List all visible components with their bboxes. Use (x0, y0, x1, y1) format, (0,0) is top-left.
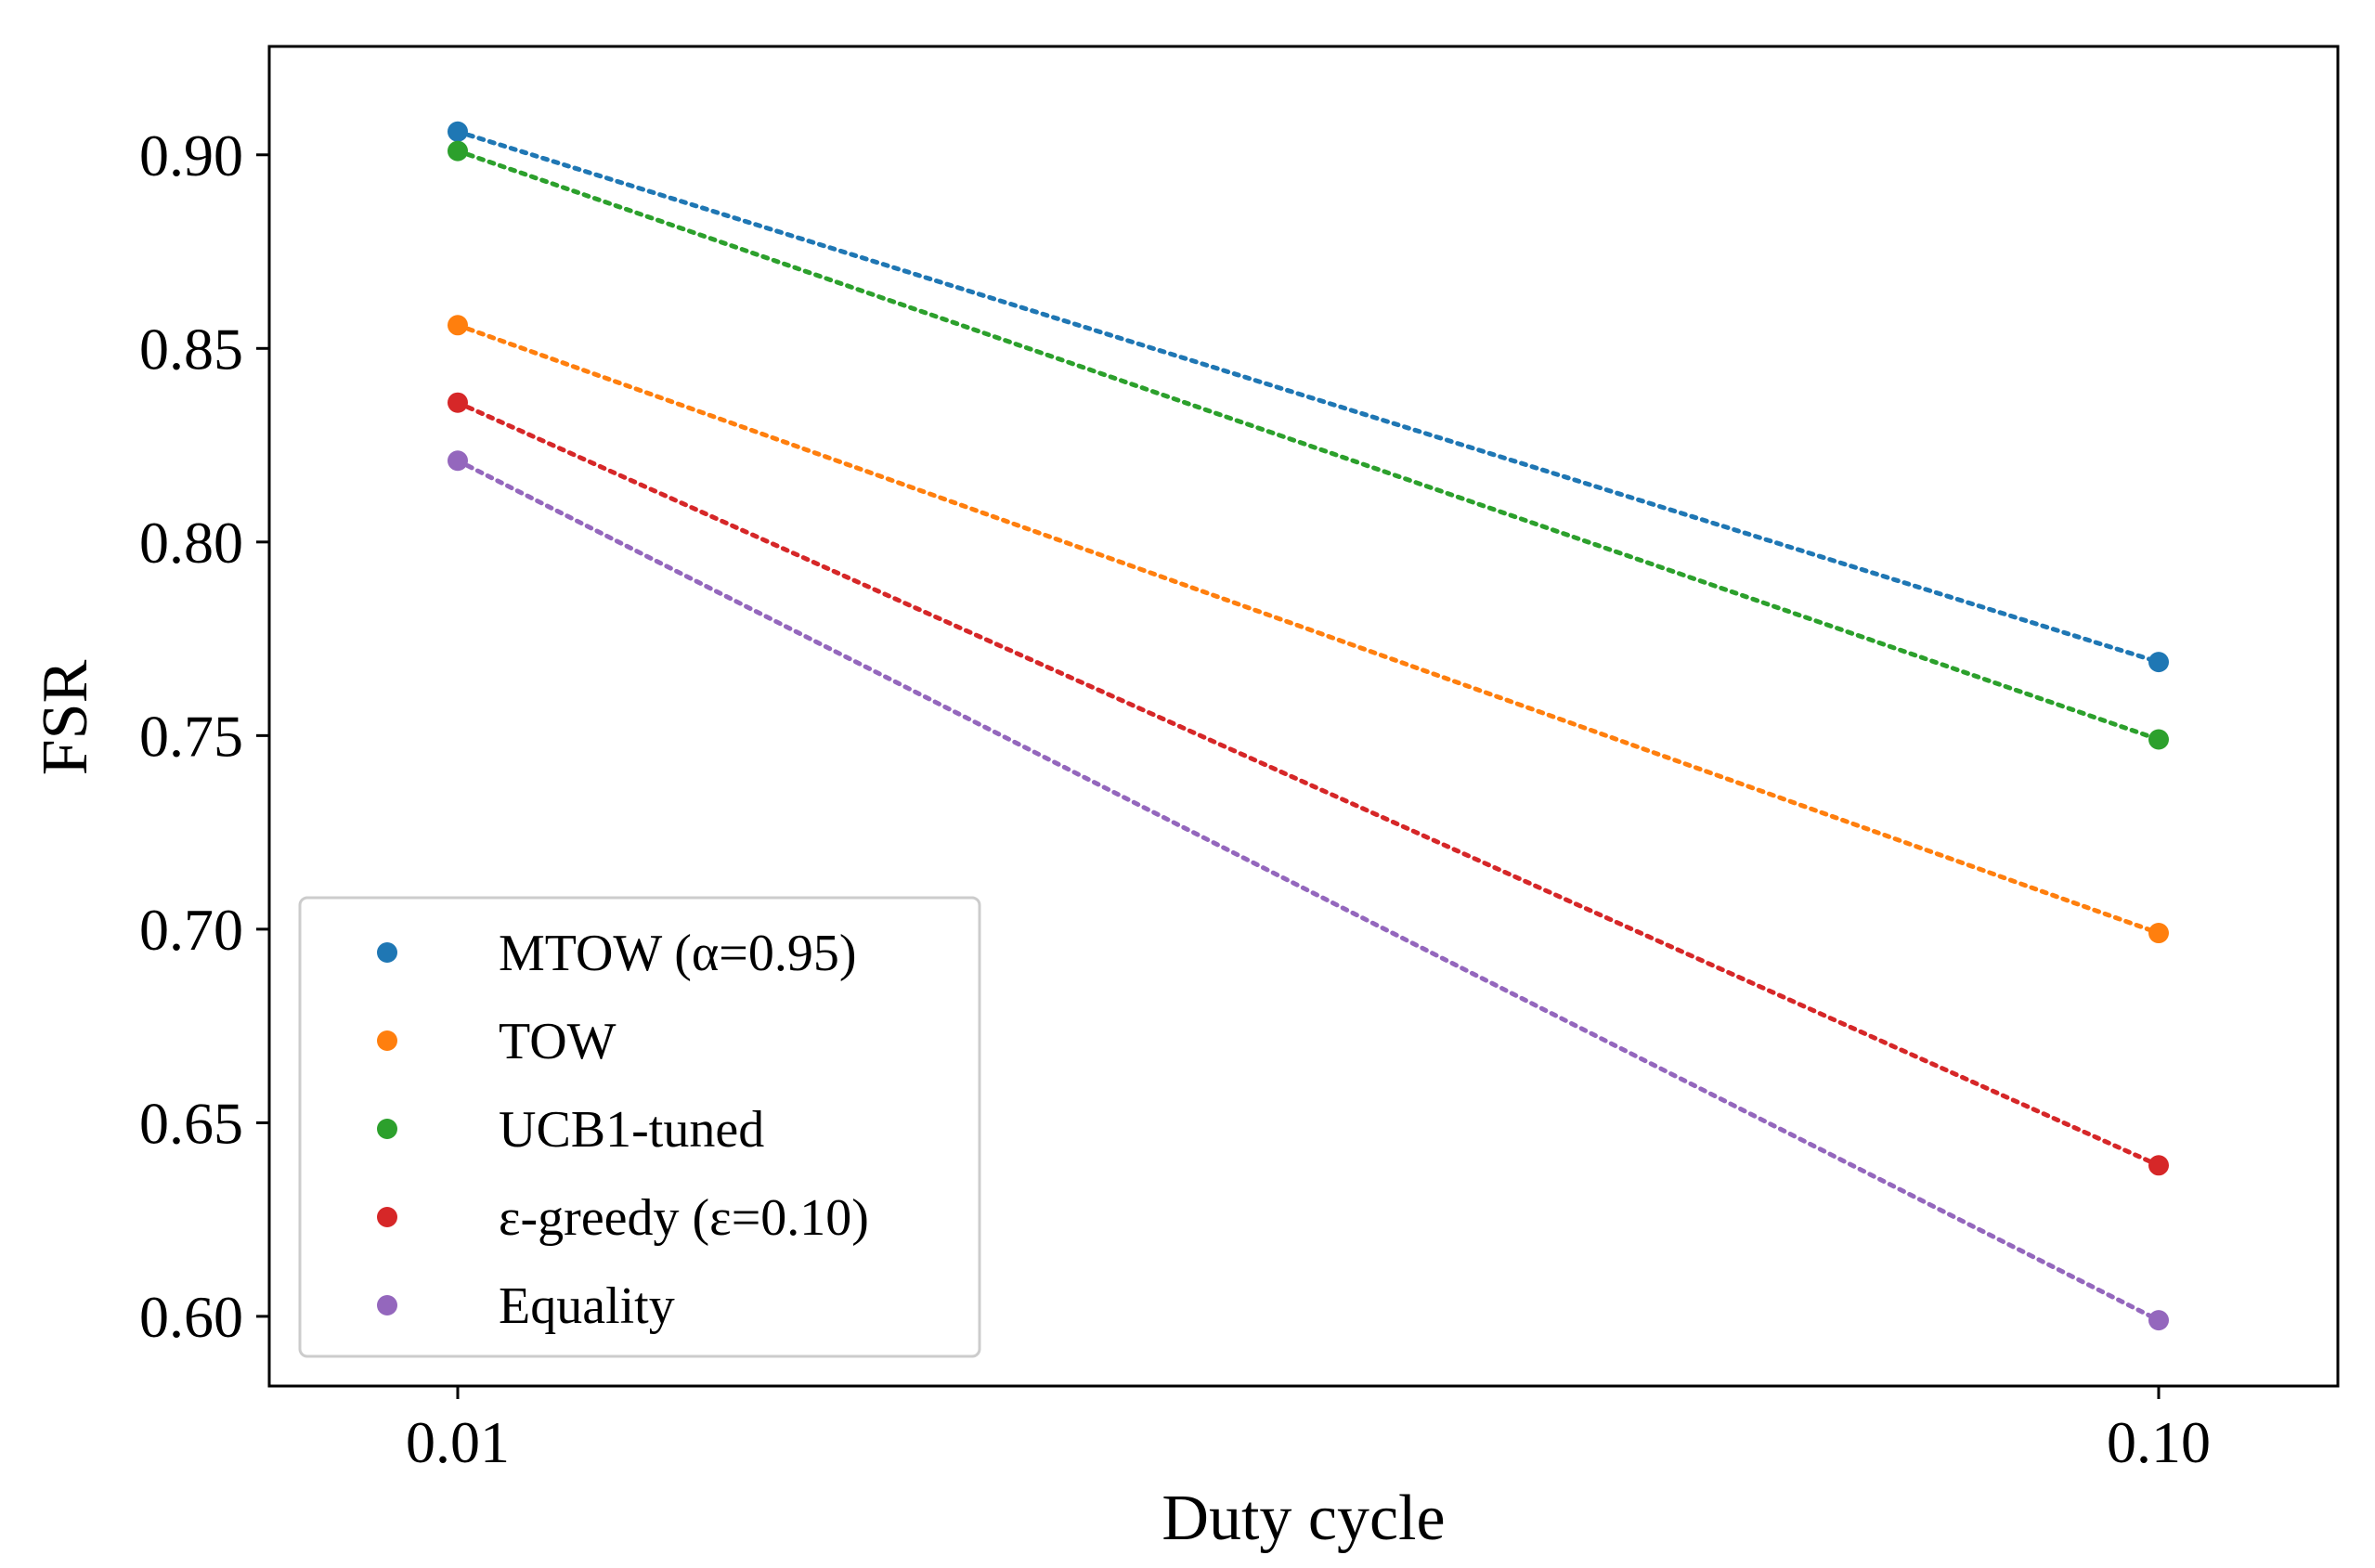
data-point-0-0 (448, 121, 468, 142)
legend-label-1: TOW (499, 1013, 616, 1070)
data-point-1-1 (2148, 923, 2169, 944)
legend-marker-3 (377, 1207, 397, 1227)
data-point-3-0 (448, 392, 468, 413)
legend-frame (298, 896, 981, 1358)
series-line-2 (455, 149, 2161, 743)
y-axis-label: FSR (30, 659, 101, 775)
series-line-1 (455, 322, 2161, 936)
x-axis-label: Duty cycle (1162, 1483, 1445, 1554)
series-line-3 (455, 400, 2161, 1168)
y-axis: 0.60 0.65 0.70 0.75 0.80 0.85 0.90 (139, 123, 269, 1350)
plot-area-frame (267, 45, 2340, 1388)
x-tick-label: 0.10 (2107, 1409, 2211, 1475)
legend-marker-2 (377, 1119, 397, 1139)
series-lines (455, 129, 2161, 1323)
series-points (448, 121, 2169, 1331)
y-tick-label: 0.60 (139, 1284, 243, 1350)
y-tick-label: 0.85 (139, 316, 243, 382)
legend-label-3: ε-greedy (ε=0.10) (499, 1189, 869, 1247)
series-line-4 (455, 458, 2161, 1323)
legend-label-2: UCB1-tuned (499, 1101, 764, 1159)
series-line-0 (455, 129, 2161, 665)
data-point-0-1 (2148, 652, 2169, 673)
legend-label-0: MTOW (α=0.95) (499, 925, 857, 982)
legend-marker-4 (377, 1295, 397, 1315)
y-tick-label: 0.65 (139, 1090, 243, 1156)
y-tick-label: 0.80 (139, 510, 243, 576)
y-tick-label: 0.70 (139, 897, 243, 963)
data-point-3-1 (2148, 1155, 2169, 1176)
legend-marker-1 (377, 1030, 397, 1051)
data-point-1-0 (448, 315, 468, 336)
y-tick-label: 0.75 (139, 703, 243, 769)
x-tick-label: 0.01 (406, 1409, 510, 1475)
legend-marker-0 (377, 942, 397, 963)
data-point-2-0 (448, 140, 468, 162)
data-point-4-0 (448, 450, 468, 472)
legend-label-4: Equality (499, 1277, 675, 1335)
data-point-2-1 (2148, 729, 2169, 750)
y-tick-label: 0.90 (139, 123, 243, 188)
legend: MTOW (α=0.95) TOW UCB1-tuned ε-greedy (ε=0.… (298, 896, 981, 1358)
x-axis: 0.01 0.10 (406, 1386, 2211, 1475)
data-point-4-1 (2148, 1310, 2169, 1331)
